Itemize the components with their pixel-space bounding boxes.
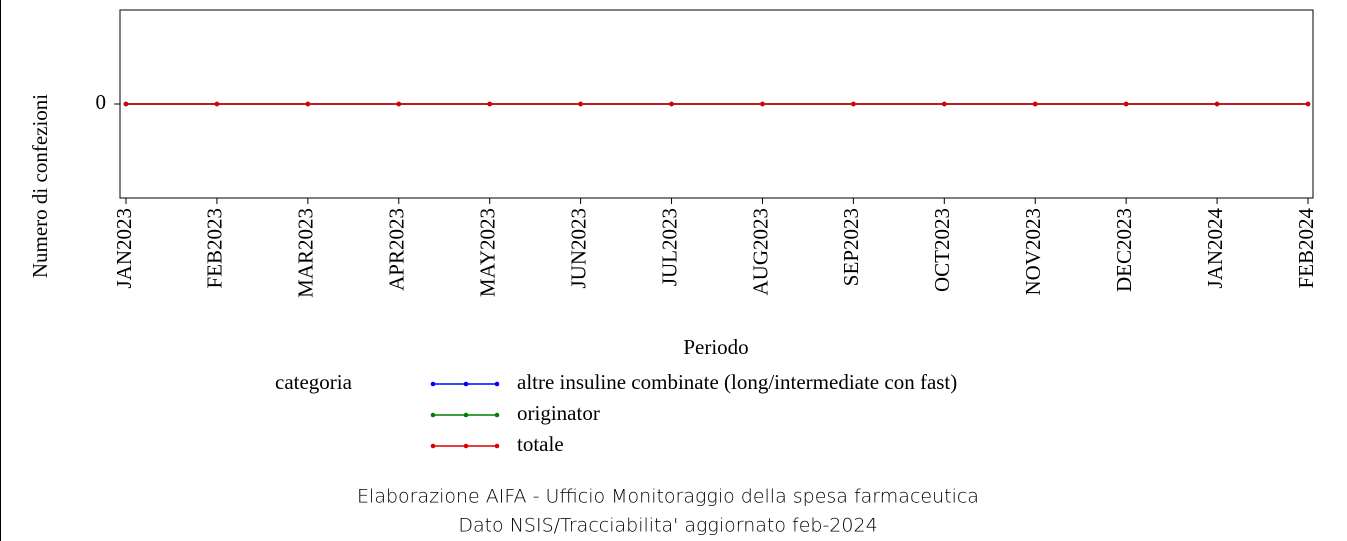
- series-point: [578, 101, 583, 107]
- legend-point: [463, 443, 469, 449]
- series-point: [942, 101, 947, 107]
- x-axis-label: Periodo: [683, 335, 748, 359]
- series-point: [1123, 101, 1129, 107]
- legend-point: [430, 443, 436, 449]
- legend-label: originator: [517, 401, 600, 425]
- legend-label: altre insuline combinate (long/intermedi…: [517, 370, 957, 394]
- x-tick-label: JAN2023: [112, 208, 136, 289]
- x-tick-label: JAN2024: [1203, 208, 1227, 289]
- legend-point: [494, 443, 500, 449]
- legend-label: totale: [517, 432, 564, 456]
- legend-point: [494, 412, 500, 418]
- legend-point: [430, 381, 436, 387]
- series-point: [851, 101, 856, 107]
- series-point: [1032, 101, 1038, 107]
- series-point: [487, 101, 492, 107]
- x-tick-label: JUN2023: [566, 208, 590, 289]
- x-tick-label: MAR2023: [294, 208, 318, 298]
- x-tick-label: FEB2024: [1294, 208, 1318, 289]
- x-tick-label: JUL2023: [657, 208, 681, 286]
- x-tick-label: DEC2023: [1112, 208, 1136, 292]
- footer: Elaborazione AIFA - Ufficio Monitoraggio…: [357, 486, 979, 508]
- x-tick-label: OCT2023: [930, 208, 954, 292]
- series-point: [760, 101, 765, 107]
- legend-point: [494, 381, 500, 387]
- series-point: [305, 101, 311, 107]
- series-point: [123, 101, 129, 107]
- x-tick-label: APR2023: [385, 208, 409, 291]
- footer: Dato NSIS/Tracciabilita' aggiornato feb-…: [458, 515, 877, 537]
- legend-title: categoria: [275, 370, 353, 394]
- x-tick-label: NOV2023: [1021, 208, 1045, 296]
- y-tick-label: 0: [96, 90, 107, 114]
- series-point: [1305, 101, 1311, 107]
- legend-point: [463, 412, 469, 418]
- series-point: [669, 101, 674, 107]
- series-point: [396, 101, 402, 107]
- x-tick-label: SEP2023: [839, 208, 863, 286]
- y-axis-label: Numero di confezioni: [28, 94, 52, 278]
- legend-point: [430, 412, 436, 418]
- legend-point: [463, 381, 469, 387]
- x-tick-label: MAY2023: [476, 208, 500, 297]
- series-point: [214, 101, 220, 107]
- x-tick-label: FEB2023: [203, 208, 227, 289]
- series-point: [1214, 101, 1220, 107]
- x-tick-label: AUG2023: [748, 208, 772, 296]
